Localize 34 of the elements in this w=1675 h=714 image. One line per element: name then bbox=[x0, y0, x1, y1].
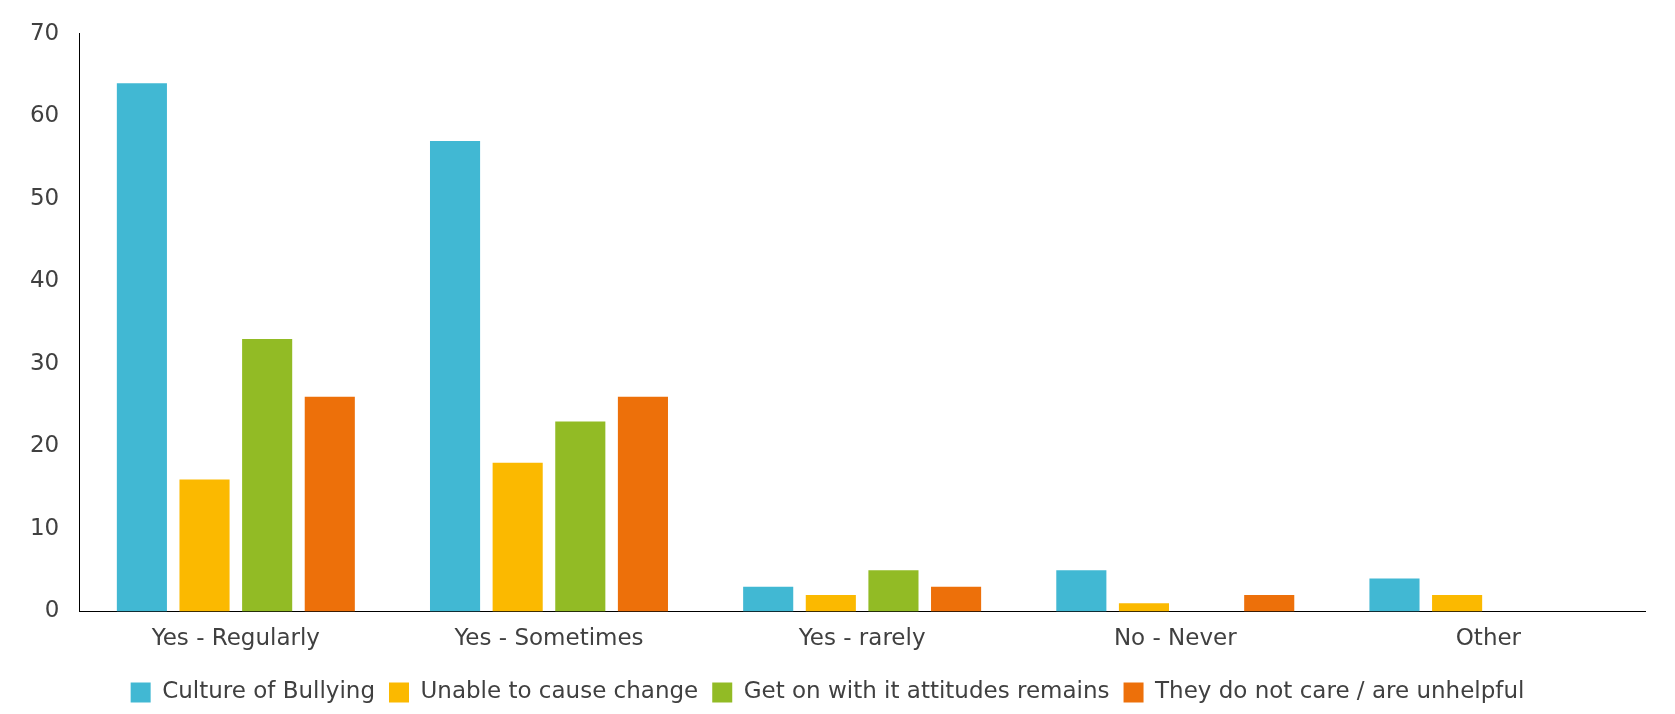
x-tick-label: Other bbox=[1455, 624, 1522, 651]
y-tick-label: 20 bbox=[29, 431, 60, 458]
y-tick-label: 60 bbox=[29, 101, 60, 128]
x-tick-label: Yes - rarely bbox=[797, 624, 926, 651]
bar bbox=[868, 570, 919, 612]
legend-label: Culture of Bullying bbox=[162, 677, 375, 704]
bar bbox=[931, 586, 982, 612]
y-tick-label: 50 bbox=[29, 183, 60, 210]
x-tick-label: Yes - Sometimes bbox=[453, 624, 644, 651]
y-tick-label: 0 bbox=[44, 596, 60, 623]
y-tick-label: 30 bbox=[29, 348, 60, 375]
bar bbox=[179, 479, 230, 612]
x-tick-label: No - Never bbox=[1113, 624, 1238, 651]
bar bbox=[805, 594, 856, 612]
bar bbox=[617, 396, 668, 612]
legend-label: Unable to cause change bbox=[420, 677, 699, 704]
bar bbox=[1432, 594, 1483, 612]
bar bbox=[1056, 570, 1107, 612]
bar bbox=[116, 83, 167, 612]
y-tick-label: 40 bbox=[29, 266, 60, 293]
y-tick-label: 10 bbox=[29, 513, 60, 540]
bar bbox=[1369, 578, 1420, 612]
bar bbox=[492, 462, 543, 612]
bar bbox=[1118, 603, 1170, 612]
bar bbox=[1244, 594, 1295, 612]
legend-label: They do not care / are unhelpful bbox=[1154, 677, 1525, 704]
x-tick-label: Yes - Regularly bbox=[150, 624, 320, 651]
bar bbox=[429, 141, 481, 612]
y-tick-label: 70 bbox=[29, 18, 60, 45]
bar bbox=[555, 421, 606, 612]
bar bbox=[743, 586, 794, 612]
bar bbox=[304, 396, 355, 612]
bar bbox=[242, 339, 293, 612]
legend-label: Get on with it attitudes remains bbox=[743, 677, 1110, 704]
